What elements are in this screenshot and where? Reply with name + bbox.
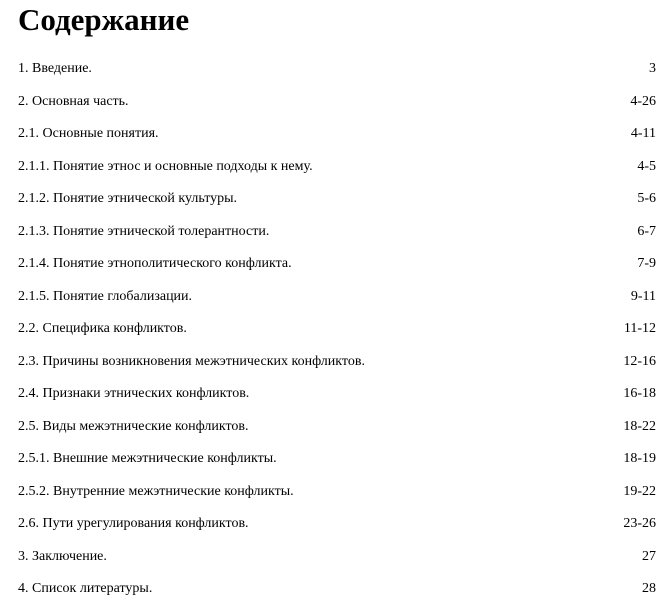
toc-entry-label: 2.1.3. Понятие этнической толерантности.: [18, 223, 270, 239]
toc-entry-pages: 19-22: [623, 483, 656, 499]
toc-entry: 2.3. Причины возникновения межэтнических…: [18, 346, 656, 379]
toc-entry: 2.2. Специфика конфликтов. 11-12: [18, 313, 656, 346]
toc-entry: 1. Введение. 3: [18, 53, 656, 86]
toc-entry-label: 2.1.4. Понятие этнополитического конфлик…: [18, 256, 292, 272]
toc-entry-pages: 11-12: [623, 321, 656, 337]
toc-entry-label: 2.1.2. Понятие этнической культуры.: [18, 191, 238, 207]
toc-entry: 2.1.1. Понятие этнос и основные подходы …: [18, 151, 656, 184]
toc-entry-label: 2.3. Причины возникновения межэтнических…: [18, 353, 365, 369]
toc-entry-label: 2.5. Виды межэтнические конфликтов.: [18, 418, 249, 434]
toc-entry-pages: 3: [649, 61, 656, 77]
toc-entry-pages: 6-7: [637, 223, 656, 239]
toc-entry-pages: 23-26: [623, 516, 656, 532]
toc-entry: 3. Заключение. 27: [18, 541, 656, 574]
toc-entry: 2.1.4. Понятие этнополитического конфлик…: [18, 248, 656, 281]
toc-entry: 2.1.5. Понятие глобализации. 9-11: [18, 281, 656, 314]
toc-entry-label: 2.6. Пути урегулирования конфликтов.: [18, 516, 249, 532]
toc-entry: 2.1. Основные понятия. 4-11: [18, 118, 656, 151]
toc-entry: 2.5.1. Внешние межэтнические конфликты. 1…: [18, 443, 656, 476]
toc-entry-label: 2.1.1. Понятие этнос и основные подходы …: [18, 158, 313, 174]
toc-entry: 2.1.2. Понятие этнической культуры. 5-6: [18, 183, 656, 216]
toc-entry-pages: 27: [642, 548, 656, 564]
toc-entry: 2.5. Виды межэтнические конфликтов. 18-22: [18, 411, 656, 444]
toc-entry-label: 4. Список литературы.: [18, 581, 153, 597]
toc-entry-label: 2. Основная часть.: [18, 93, 129, 109]
toc-entry-pages: 4-5: [637, 158, 656, 174]
toc-entry-pages: 5-6: [637, 191, 656, 207]
toc-entry-pages: 28: [642, 581, 656, 597]
toc-entry-pages: 9-11: [630, 288, 656, 304]
toc-entry-pages: 18-19: [623, 451, 656, 467]
toc-entry-label: 2.5.1. Внешние межэтнические конфликты.: [18, 451, 277, 467]
toc-entry-label: 2.4. Признаки этнических конфликтов.: [18, 386, 250, 402]
toc-entry: 2.5.2. Внутренние межэтнические конфликт…: [18, 476, 656, 509]
toc-entry-pages: 18-22: [623, 418, 656, 434]
toc-entry: 2.4. Признаки этнических конфликтов. 16-1…: [18, 378, 656, 411]
toc-entry-label: 3. Заключение.: [18, 548, 107, 564]
toc-entry-pages: 16-18: [623, 386, 656, 402]
page-title: Содержание: [18, 2, 190, 37]
toc-entry-label: 2.1. Основные понятия.: [18, 126, 159, 142]
toc-entry: 4. Список литературы. 28: [18, 573, 656, 606]
toc-entry-pages: 12-16: [623, 353, 656, 369]
toc-entry-label: 2.2. Специфика конфликтов.: [18, 321, 187, 337]
toc-entry: 2.1.3. Понятие этнической толерантности.…: [18, 216, 656, 249]
toc-entry: 2. Основная часть. 4-26: [18, 86, 656, 119]
toc-entry-label: 1. Введение.: [18, 61, 92, 77]
toc-entry-pages: 7-9: [637, 256, 656, 272]
toc-entry: 2.6. Пути урегулирования конфликтов. 23-2…: [18, 508, 656, 541]
toc-entry-label: 2.1.5. Понятие глобализации.: [18, 288, 193, 304]
table-of-contents: 1. Введение. 3 2. Основная часть. 4-26 2.1. …: [18, 53, 656, 606]
toc-entry-label: 2.5.2. Внутренние межэтнические конфликт…: [18, 483, 294, 499]
toc-entry-pages: 4-11: [630, 126, 656, 142]
toc-entry-pages: 4-26: [630, 93, 656, 109]
